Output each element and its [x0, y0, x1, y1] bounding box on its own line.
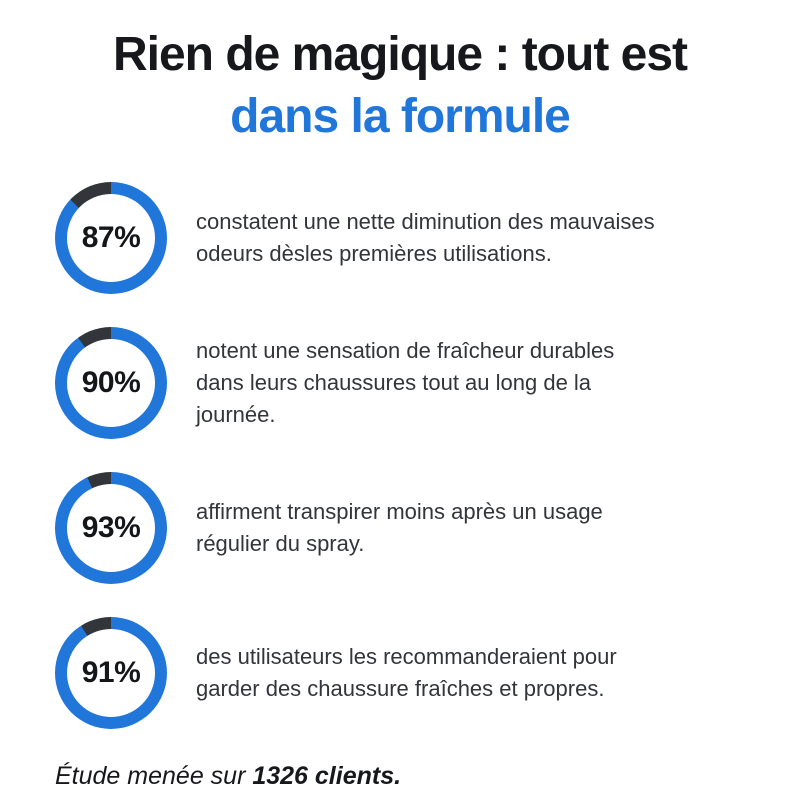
stat-caption: notent une sensation de fraîcheur durabl…: [196, 335, 614, 431]
progress-ring-value: 87%: [67, 194, 155, 282]
stat-caption-line: des utilisateurs les recommanderaient po…: [196, 644, 617, 669]
stat-caption: constatent une nette diminution des mauv…: [196, 206, 655, 270]
progress-ring-value: 91%: [67, 629, 155, 717]
stats-list: 87% constatent une nette diminution des …: [55, 182, 760, 729]
study-footnote: Étude menée sur 1326 clients.: [55, 762, 800, 791]
page-title-line-1: Rien de magique : tout est: [112, 28, 688, 81]
stat-row-93: 93% affirment transpirer moins après un …: [55, 472, 760, 584]
progress-ring-93: 93%: [55, 472, 167, 584]
stat-caption-line: garder des chaussure fraîches et propres…: [196, 676, 605, 701]
stat-caption-line: journée.: [196, 402, 276, 427]
stat-caption: des utilisateurs les recommanderaient po…: [196, 641, 617, 705]
stat-caption-line: constatent une nette diminution des mauv…: [196, 209, 655, 234]
study-footnote-count: 1326 clients.: [252, 762, 402, 790]
progress-ring-value: 90%: [67, 339, 155, 427]
page-title: Rien de magique : tout est dans la formu…: [0, 0, 800, 148]
page-title-line-2: dans la formule: [230, 90, 571, 143]
stat-caption: affirment transpirer moins après un usag…: [196, 496, 603, 560]
stat-caption-line: affirment transpirer moins après un usag…: [196, 499, 603, 524]
stat-row-91: 91% des utilisateurs les recommanderaien…: [55, 617, 760, 729]
stat-caption-line: régulier du spray.: [196, 531, 365, 556]
stat-caption-line: dans leurs chaussures tout au long de la: [196, 370, 592, 395]
progress-ring-value: 93%: [67, 484, 155, 572]
progress-ring-91: 91%: [55, 617, 167, 729]
study-footnote-prefix: Étude menée sur: [55, 762, 253, 790]
progress-ring-90: 90%: [55, 327, 167, 439]
stat-row-90: 90% notent une sensation de fraîcheur du…: [55, 327, 760, 439]
stat-caption-line: notent une sensation de fraîcheur durabl…: [196, 338, 615, 363]
stat-row-87: 87% constatent une nette diminution des …: [55, 182, 760, 294]
stat-caption-line: odeurs dèsles premières utilisations.: [196, 241, 552, 266]
progress-ring-87: 87%: [55, 182, 167, 294]
